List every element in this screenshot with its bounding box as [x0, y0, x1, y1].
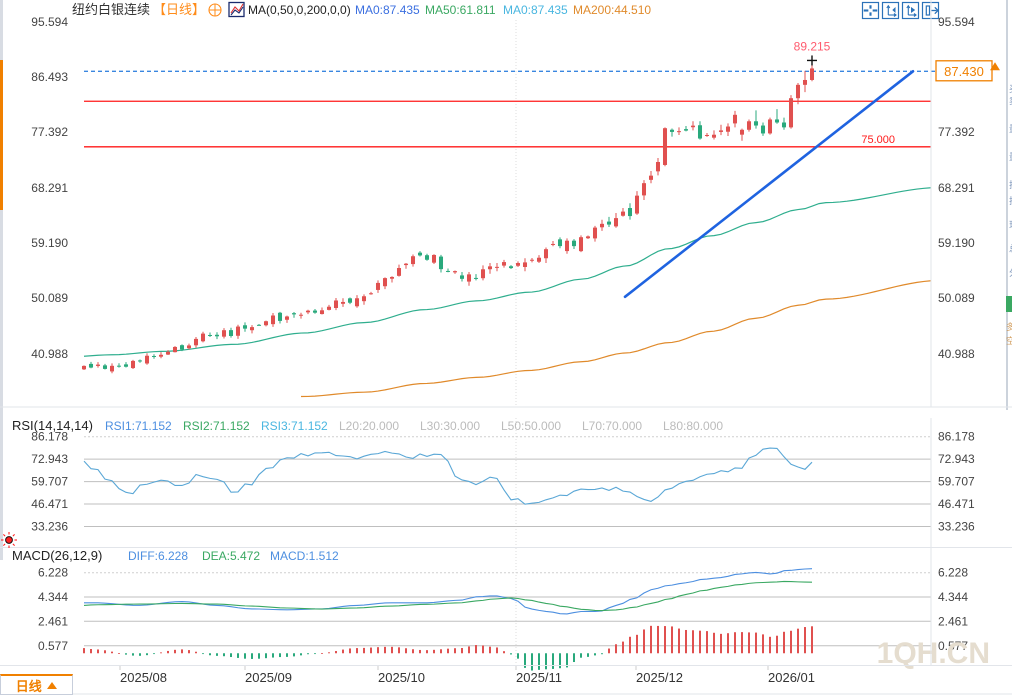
svg-text:L70:70.000: L70:70.000	[582, 419, 642, 433]
svg-text:2025/09: 2025/09	[245, 670, 292, 685]
svg-text:6.228: 6.228	[938, 566, 968, 580]
svg-text:75.000: 75.000	[861, 134, 895, 146]
svg-text:87.430: 87.430	[944, 64, 984, 79]
svg-text:77.392: 77.392	[938, 125, 975, 139]
svg-text:33.236: 33.236	[31, 519, 68, 533]
svg-text:4.344: 4.344	[38, 590, 68, 604]
svg-text:86.178: 86.178	[938, 430, 975, 444]
svg-text:40.988: 40.988	[938, 347, 975, 361]
svg-text:68.291: 68.291	[31, 181, 68, 195]
svg-text:68.291: 68.291	[938, 181, 975, 195]
svg-text:L30:30.000: L30:30.000	[420, 419, 480, 433]
svg-text:RSI2:71.152: RSI2:71.152	[183, 419, 250, 433]
svg-text:0.577: 0.577	[38, 639, 68, 653]
svg-text:86.493: 86.493	[31, 70, 68, 84]
svg-text:59.707: 59.707	[938, 475, 975, 489]
svg-text:2025/11: 2025/11	[516, 670, 562, 685]
svg-text:77.392: 77.392	[31, 125, 68, 139]
svg-text:33.236: 33.236	[938, 519, 975, 533]
svg-text:DIFF:6.228: DIFF:6.228	[128, 549, 188, 563]
svg-text:MACD:1.512: MACD:1.512	[270, 549, 339, 563]
svg-text:72.943: 72.943	[31, 452, 68, 466]
svg-text:6.228: 6.228	[38, 566, 68, 580]
svg-text:72.943: 72.943	[938, 452, 975, 466]
svg-text:50.089: 50.089	[938, 291, 975, 305]
svg-text:95.594: 95.594	[938, 15, 975, 29]
svg-text:4.344: 4.344	[938, 590, 968, 604]
svg-text:2026/01: 2026/01	[768, 670, 815, 685]
svg-text:2025/10: 2025/10	[378, 670, 425, 685]
svg-text:MACD(26,12,9): MACD(26,12,9)	[12, 548, 102, 563]
svg-text:86.178: 86.178	[31, 430, 68, 444]
svg-text:95.594: 95.594	[31, 15, 68, 29]
svg-text:2.461: 2.461	[38, 614, 68, 628]
svg-text:40.988: 40.988	[31, 347, 68, 361]
svg-text:46.471: 46.471	[938, 497, 975, 511]
svg-text:L20:20.000: L20:20.000	[339, 419, 399, 433]
svg-text:2.461: 2.461	[938, 614, 968, 628]
svg-text:RSI1:71.152: RSI1:71.152	[105, 419, 172, 433]
svg-text:59.190: 59.190	[31, 236, 68, 250]
svg-text:59.190: 59.190	[938, 236, 975, 250]
svg-text:DEA:5.472: DEA:5.472	[202, 549, 260, 563]
svg-text:2025/12: 2025/12	[636, 670, 683, 685]
svg-text:46.471: 46.471	[31, 497, 68, 511]
svg-text:L50:50.000: L50:50.000	[501, 419, 561, 433]
svg-text:2025/08: 2025/08	[120, 670, 167, 685]
svg-text:50.089: 50.089	[31, 291, 68, 305]
svg-text:89.215: 89.215	[794, 39, 831, 53]
svg-text:RSI3:71.152: RSI3:71.152	[261, 419, 328, 433]
svg-text:59.707: 59.707	[31, 475, 68, 489]
svg-text:L80:80.000: L80:80.000	[663, 419, 723, 433]
